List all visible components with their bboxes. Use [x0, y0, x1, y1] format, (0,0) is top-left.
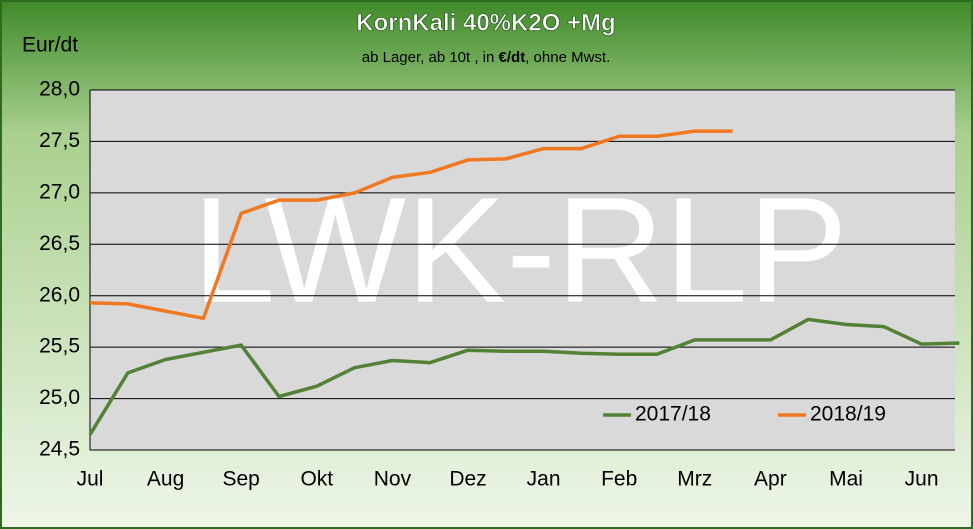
x-tick-label: Jun — [905, 468, 939, 491]
subtitle-part: , ohne Mwst. — [525, 49, 610, 66]
chart-title: KornKali 40%K2O +Mg — [356, 9, 615, 36]
x-tick-label: Dez — [449, 468, 486, 491]
subtitle-part: ab Lager, ab 10t , in — [362, 49, 499, 66]
y-tick-label: 27,0 — [39, 180, 80, 203]
x-tick-label: Jul — [77, 468, 104, 491]
y-tick-label: 25,0 — [39, 386, 80, 409]
series-line — [88, 317, 960, 436]
series-line — [89, 129, 733, 321]
subtitle-part: €/dt — [499, 49, 526, 66]
x-tick-label: Jan — [527, 468, 561, 491]
legend-label: 2018/19 — [810, 403, 886, 426]
x-tick-label: Mai — [829, 468, 863, 491]
legend-label: 2017/18 — [635, 403, 711, 426]
y-axis-label: Eur/dt — [22, 34, 78, 57]
x-tick-label: Nov — [374, 468, 412, 491]
y-tick-label: 27,5 — [39, 129, 80, 152]
plot-area — [90, 90, 955, 450]
y-tick-label: 28,0 — [39, 78, 80, 101]
y-tick-label: 26,0 — [39, 283, 80, 306]
x-tick-label: Aug — [147, 468, 184, 491]
x-tick-label: Feb — [601, 468, 637, 491]
x-tick-label: Mrz — [677, 468, 712, 491]
chart-subtitle: ab Lager, ab 10t , in €/dt, ohne Mwst. — [362, 49, 611, 66]
x-tick-label: Okt — [300, 468, 333, 491]
y-tick-label: 25,5 — [39, 335, 80, 358]
y-tick-label: 24,5 — [39, 438, 80, 461]
x-tick-label: Sep — [223, 468, 260, 491]
x-tick-label: Apr — [754, 468, 787, 491]
y-tick-label: 26,5 — [39, 232, 80, 255]
watermark: LWK-RLP — [192, 166, 848, 334]
